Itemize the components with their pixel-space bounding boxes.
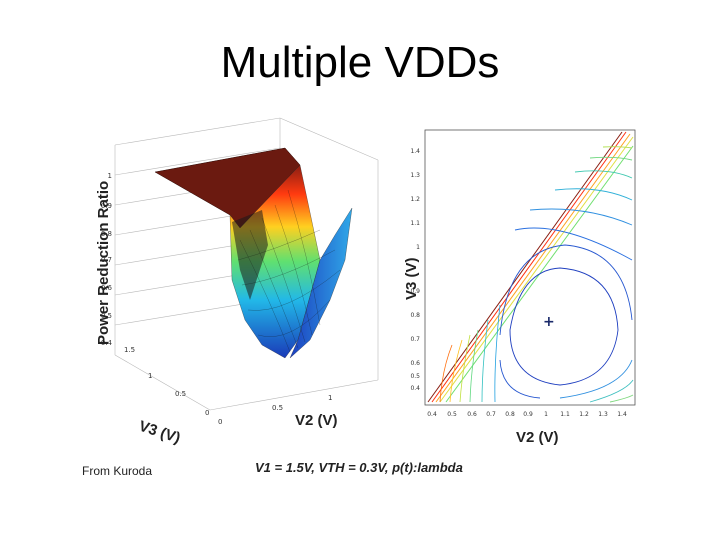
surface-plot: 1 0.9 0.8 0.7 0.6 0.5 0.4 1.5 1 0.5 0 0 … xyxy=(95,117,379,447)
x-tick: 0.4 xyxy=(427,411,437,418)
surface-z-label: Power Reduction Ratio xyxy=(95,181,112,345)
y-tick: 1.1 xyxy=(410,220,420,227)
z-tick: 0.8 xyxy=(101,230,112,238)
contour-rings xyxy=(499,146,634,403)
x-tick: 1.3 xyxy=(598,411,608,418)
surface-y-label: V2 (V) xyxy=(295,412,338,429)
surface-v3-ticks: 1.5 1 0.5 0 xyxy=(124,346,209,417)
y-tick: 0.5 xyxy=(410,373,420,380)
surface-left-slope xyxy=(229,164,321,359)
surface-shadow xyxy=(232,210,268,300)
caption-text: V1 = 1.5V, VTH = 0.3V, p(t):lambda xyxy=(255,460,463,475)
z-tick: 1 xyxy=(108,172,112,180)
contour-x-ticks: 0.4 0.5 0.6 0.7 0.8 0.9 1 1.1 1.2 1.3 1.… xyxy=(427,411,627,418)
y-tick: 1.3 xyxy=(410,172,420,179)
z-tick: 0.4 xyxy=(101,339,113,347)
slide-title: Multiple VDDs xyxy=(220,38,500,87)
y-tick: 0.6 xyxy=(410,360,420,367)
surface-mesh xyxy=(237,189,341,353)
contour-left-lines xyxy=(439,304,501,403)
x-tick: 0.7 xyxy=(486,411,496,418)
v3-tick: 1 xyxy=(148,372,152,380)
surface-x-label: V3 (V) xyxy=(137,418,183,447)
contour-plot: + 1.4 1.3 1.2 1.1 1 0.9 0.8 0.7 0.6 0.5 … xyxy=(403,129,636,446)
y-tick: 1.4 xyxy=(410,148,420,155)
v3-tick: 0 xyxy=(205,409,209,417)
x-tick: 0.8 xyxy=(505,411,515,418)
y-tick: 0.4 xyxy=(410,385,420,392)
credit-text: From Kuroda xyxy=(82,464,152,478)
v2-tick: 0 xyxy=(218,418,222,426)
x-tick: 1.1 xyxy=(560,411,570,418)
surface-z-ticks: 1 0.9 0.8 0.7 0.6 0.5 0.4 xyxy=(101,172,113,347)
x-tick: 1.4 xyxy=(617,411,627,418)
v3-tick: 0.5 xyxy=(175,390,186,398)
z-tick: 0.5 xyxy=(101,312,112,320)
x-tick: 0.5 xyxy=(447,411,457,418)
y-tick: 0.9 xyxy=(410,288,420,295)
z-tick: 0.6 xyxy=(101,284,113,292)
contour-y-label: V3 (V) xyxy=(403,257,420,300)
y-tick: 0.7 xyxy=(410,336,420,343)
contour-y-ticks: 1.4 1.3 1.2 1.1 1 0.9 0.8 0.7 0.6 0.5 0.… xyxy=(410,148,420,392)
v2-tick: 1 xyxy=(328,394,332,402)
y-tick: 1.2 xyxy=(410,196,420,203)
v2-tick: 0.5 xyxy=(272,404,283,412)
surface-v2-ticks: 0 0.5 1 xyxy=(218,394,332,426)
z-tick: 0.7 xyxy=(101,256,112,264)
optimum-marker: + xyxy=(543,314,555,330)
x-tick: 0.9 xyxy=(523,411,533,418)
y-tick: 1 xyxy=(416,244,420,251)
v3-tick: 1.5 xyxy=(124,346,135,354)
y-tick: 0.8 xyxy=(410,312,420,319)
surface-right-slope xyxy=(289,207,353,359)
x-tick: 1 xyxy=(544,411,548,418)
contour-x-label: V2 (V) xyxy=(516,429,559,446)
x-tick: 0.6 xyxy=(467,411,477,418)
x-tick: 1.2 xyxy=(579,411,589,418)
z-tick: 0.9 xyxy=(101,202,112,210)
